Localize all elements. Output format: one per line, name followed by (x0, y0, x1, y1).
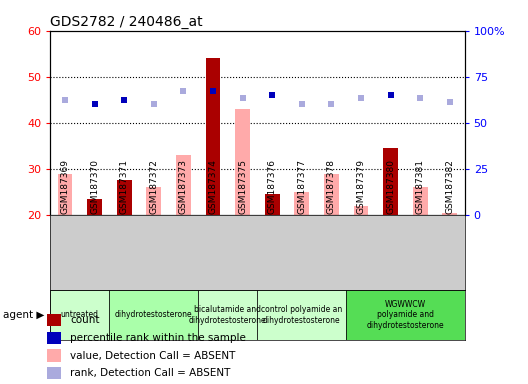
Bar (146, 187, 161, 215)
Text: WGWWCW
polyamide and
dihydrotestosterone: WGWWCW polyamide and dihydrotestosterone (366, 300, 444, 330)
Text: count: count (70, 315, 100, 325)
Bar (176, 155, 191, 215)
Bar (47, 349, 61, 362)
Bar (258, 290, 346, 340)
Bar (50, 290, 109, 340)
Text: untreated: untreated (61, 310, 99, 319)
Text: bicalutamide and
dihydrotestosterone: bicalutamide and dihydrotestosterone (189, 305, 267, 324)
Bar (442, 213, 457, 215)
Bar (58, 174, 72, 215)
Bar (87, 199, 102, 215)
Bar (109, 290, 198, 340)
Bar (295, 192, 309, 215)
Text: percentile rank within the sample: percentile rank within the sample (70, 333, 246, 343)
Bar (205, 58, 220, 215)
Bar (346, 290, 465, 340)
Text: dihydrotestosterone: dihydrotestosterone (115, 310, 193, 319)
Text: rank, Detection Call = ABSENT: rank, Detection Call = ABSENT (70, 368, 231, 378)
Bar (383, 148, 398, 215)
Text: GDS2782 / 240486_at: GDS2782 / 240486_at (50, 15, 203, 29)
Bar (47, 314, 61, 326)
Bar (47, 332, 61, 344)
Bar (354, 206, 369, 215)
Text: control polyamide an
dihydrotestosterone: control polyamide an dihydrotestosterone (261, 305, 343, 324)
Bar (324, 174, 339, 215)
Bar (413, 187, 428, 215)
Text: agent ▶: agent ▶ (3, 310, 44, 320)
Bar (198, 290, 258, 340)
Bar (117, 180, 131, 215)
Bar (235, 109, 250, 215)
Text: value, Detection Call = ABSENT: value, Detection Call = ABSENT (70, 351, 235, 361)
Bar (47, 367, 61, 379)
Bar (265, 194, 280, 215)
